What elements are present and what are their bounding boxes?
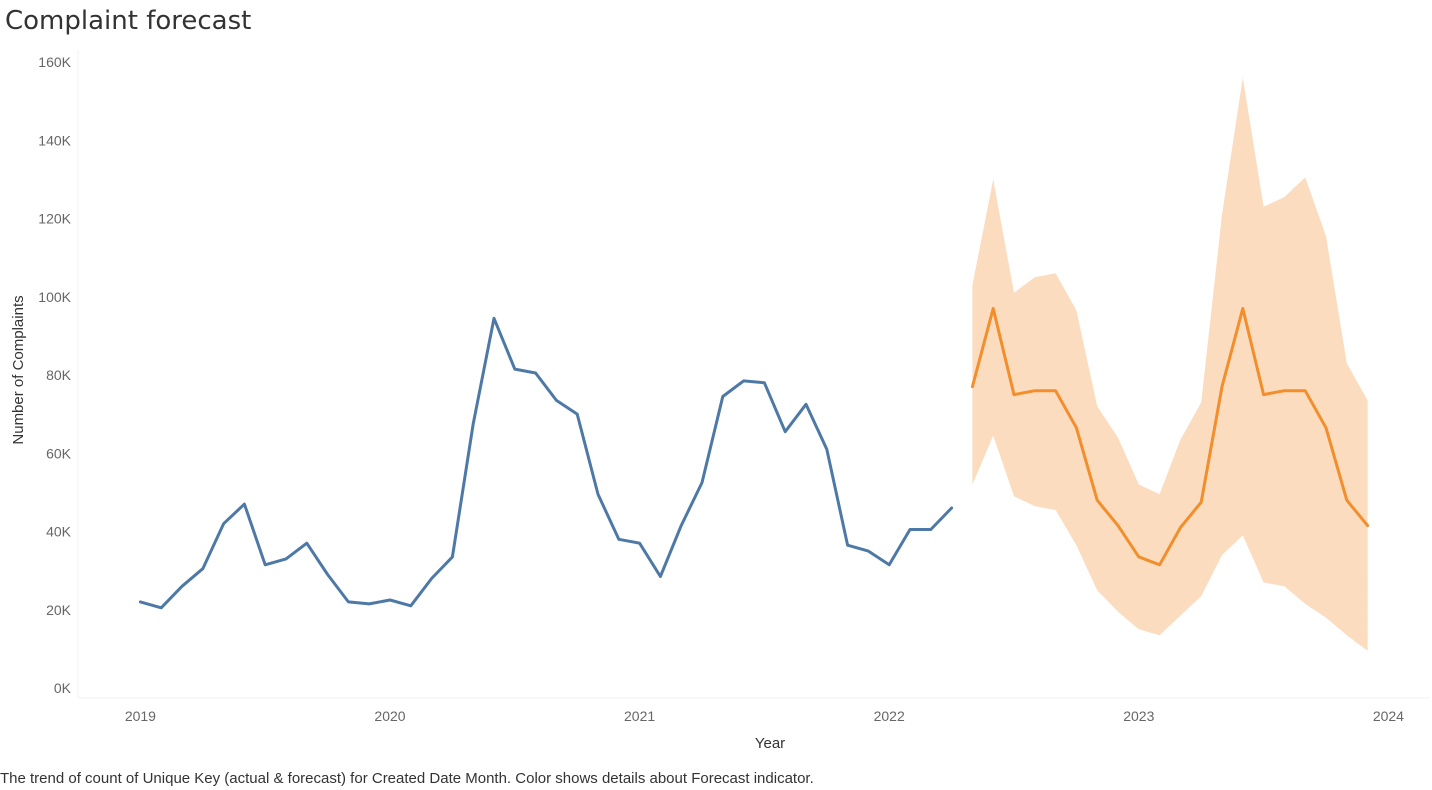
forecast-data-point[interactable] (1093, 496, 1101, 504)
x-axis: 2019 2020 2021 2022 2023 2024 (125, 708, 1404, 724)
chart-caption: The trend of count of Unique Key (actual… (0, 770, 814, 787)
forecast-data-point[interactable] (1280, 387, 1288, 395)
actual-data-point[interactable] (157, 604, 165, 612)
actual-data-point[interactable] (261, 561, 269, 569)
actual-data-point[interactable] (906, 526, 914, 534)
chart-title: Complaint forecast (5, 6, 252, 36)
y-tick-label: 60K (46, 445, 72, 461)
actual-data-point[interactable] (594, 490, 602, 498)
actual-data-point[interactable] (615, 535, 623, 543)
y-tick-label: 100K (38, 289, 71, 305)
y-tick-label: 0K (54, 680, 72, 696)
y-tick-label: 20K (46, 602, 72, 618)
actual-data-point[interactable] (573, 410, 581, 418)
forecast-data-point[interactable] (1301, 387, 1309, 395)
forecast-data-point[interactable] (968, 383, 976, 391)
actual-data-point[interactable] (698, 479, 706, 487)
actual-data-point[interactable] (365, 600, 373, 608)
actual-data-point[interactable] (220, 520, 228, 528)
actual-data-point[interactable] (844, 541, 852, 549)
x-tick-label: 2019 (125, 708, 156, 724)
actual-series-line (138, 316, 954, 610)
actual-data-point[interactable] (656, 573, 664, 581)
y-tick-label: 140K (38, 132, 71, 148)
actual-data-point[interactable] (740, 377, 748, 385)
forecast-data-point[interactable] (1239, 305, 1247, 313)
actual-data-point[interactable] (490, 314, 498, 322)
series-line-layer (136, 305, 1372, 612)
actual-data-point[interactable] (386, 596, 394, 604)
y-tick-label: 120K (38, 211, 71, 227)
actual-data-point[interactable] (760, 379, 768, 387)
actual-data-point[interactable] (719, 393, 727, 401)
x-tick-label: 2023 (1123, 708, 1154, 724)
actual-data-point[interactable] (802, 400, 810, 408)
forecast-data-point[interactable] (1364, 522, 1372, 530)
forecast-data-point[interactable] (1156, 561, 1164, 569)
x-tick-label: 2024 (1373, 708, 1404, 724)
actual-data-point[interactable] (948, 504, 956, 512)
plot-area (77, 50, 1430, 699)
actual-data-point[interactable] (677, 522, 685, 530)
actual-data-point[interactable] (469, 420, 477, 428)
actual-data-point[interactable] (324, 571, 332, 579)
y-tick-label: 80K (46, 367, 72, 383)
actual-data-point[interactable] (511, 365, 519, 373)
actual-data-point[interactable] (532, 369, 540, 377)
forecast-data-point[interactable] (1260, 391, 1268, 399)
actual-data-point[interactable] (199, 565, 207, 573)
actual-data-point[interactable] (240, 500, 248, 508)
actual-data-point[interactable] (344, 598, 352, 606)
actual-data-point[interactable] (636, 539, 644, 547)
x-axis-title: Year (755, 735, 785, 752)
actual-data-point[interactable] (407, 602, 415, 610)
actual-data-point[interactable] (178, 582, 186, 590)
forecast-data-point[interactable] (1176, 524, 1184, 532)
forecast-data-point[interactable] (1322, 424, 1330, 432)
forecast-data-point[interactable] (1114, 522, 1122, 530)
x-tick-label: 2021 (624, 708, 655, 724)
forecast-data-point[interactable] (1218, 383, 1226, 391)
actual-data-point[interactable] (136, 598, 144, 606)
forecast-band-layer (972, 77, 1368, 651)
forecast-data-point[interactable] (989, 305, 997, 313)
actual-data-point[interactable] (428, 575, 436, 583)
actual-data-point[interactable] (864, 547, 872, 555)
actual-data-point[interactable] (552, 396, 560, 404)
actual-data-point[interactable] (781, 428, 789, 436)
y-axis-title: Number of Complaints (10, 295, 27, 444)
actual-data-point[interactable] (448, 553, 456, 561)
forecast-data-point[interactable] (1031, 387, 1039, 395)
forecast-data-point[interactable] (1135, 553, 1143, 561)
y-axis: 0K 20K 40K 60K 80K 100K 120K 140K 160K (38, 54, 71, 696)
actual-data-point[interactable] (927, 526, 935, 534)
y-tick-label: 40K (46, 524, 72, 540)
forecast-data-point[interactable] (1052, 387, 1060, 395)
x-tick-label: 2020 (374, 708, 405, 724)
actual-data-point[interactable] (303, 539, 311, 547)
forecast-data-point[interactable] (1197, 498, 1205, 506)
actual-data-point[interactable] (885, 561, 893, 569)
actual-data-point[interactable] (282, 555, 290, 563)
actual-data-point[interactable] (823, 445, 831, 453)
y-tick-label: 160K (38, 54, 71, 70)
x-tick-label: 2022 (874, 708, 905, 724)
forecast-series-line (970, 307, 1370, 567)
forecast-data-point[interactable] (1072, 424, 1080, 432)
forecast-data-point[interactable] (1010, 391, 1018, 399)
forecast-data-point[interactable] (1343, 496, 1351, 504)
forecast-interval-band (972, 77, 1368, 651)
